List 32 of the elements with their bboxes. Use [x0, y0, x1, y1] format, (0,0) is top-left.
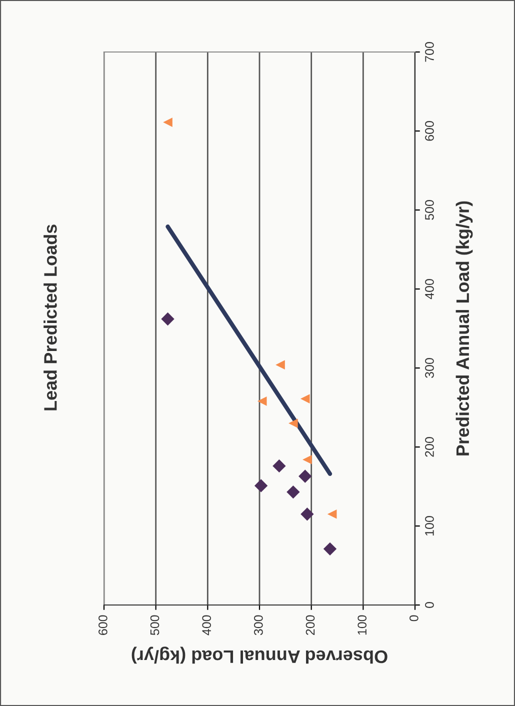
point [257, 396, 267, 406]
point [302, 454, 312, 464]
text: Lead Predicted Loads [44, 224, 57, 410]
x-axis-title: Observed Annual Load (kg/yr) [132, 646, 388, 664]
y-axis-title: Predicted Annual Load (kg/yr) [456, 201, 473, 456]
y-tick-label: 400 [425, 279, 434, 300]
point [163, 118, 172, 127]
point [276, 360, 285, 370]
x-tick-label: 200 [306, 615, 315, 635]
x-tick-label: 100 [358, 615, 367, 635]
y-tick-label: 200 [425, 437, 434, 457]
point [161, 312, 174, 326]
y-tick-label: 500 [425, 200, 434, 220]
x-tick-label: 400 [202, 615, 212, 636]
point [254, 479, 268, 492]
point [327, 509, 337, 519]
x-tick-label: 0 [410, 615, 418, 622]
y-tick-label: 600 [425, 121, 434, 141]
point [272, 459, 286, 473]
x-tick-label: 500 [150, 615, 160, 636]
point [300, 508, 314, 521]
y-tick-label: 0 [425, 602, 434, 608]
y-tick-label: 300 [425, 358, 434, 378]
point [286, 485, 300, 499]
x-tick-label: 300 [254, 615, 263, 636]
point [323, 542, 337, 556]
y-tick-label: 100 [425, 516, 434, 536]
y-tick-label: 700 [425, 42, 434, 62]
point [288, 418, 298, 428]
x-tick-label: 600 [98, 615, 108, 635]
point [298, 470, 312, 483]
point [300, 394, 310, 404]
